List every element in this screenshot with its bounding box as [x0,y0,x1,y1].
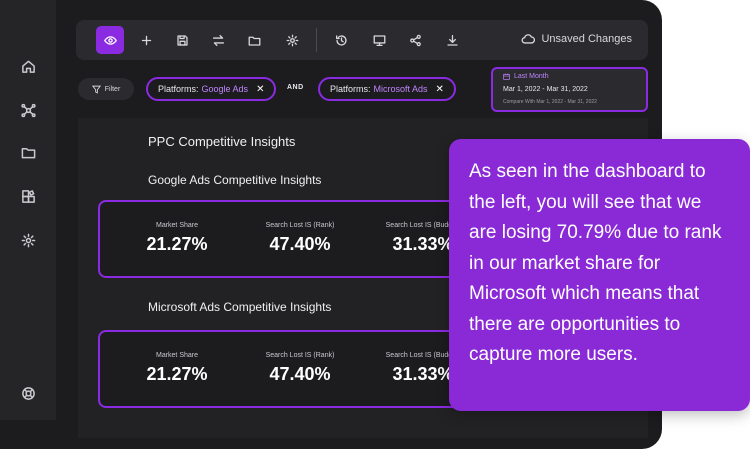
chip-value: Google Ads [201,84,249,94]
metric-lost-is-budget: Search Lost IS (Budget) 31.33% [368,222,478,255]
share-icon [409,34,421,46]
metric-label: Search Lost IS (Rank) [265,352,335,359]
present-icon [373,34,385,46]
folder-icon[interactable] [17,141,39,163]
filter-chip-microsoft-ads[interactable]: Platforms: Microsoft Ads ✕ [318,77,456,101]
preview-button[interactable] [96,26,124,54]
metric-value: 21.27% [146,234,208,254]
metric-label: Market Share [155,222,199,229]
funnel-icon [91,85,101,94]
cloud-icon [522,34,536,44]
home-icon[interactable] [17,55,39,77]
metric-value: 47.40% [269,364,331,384]
history-icon [335,34,347,46]
chip-key: Platforms: [330,84,371,94]
add-button[interactable] [132,26,160,54]
metric-lost-is-rank: Search Lost IS (Rank) 47.40% [245,352,355,385]
report-title: PPC Competitive Insights [148,134,296,149]
date-range-text: Mar 1, 2022 - Mar 31, 2022 [503,86,588,93]
unsaved-label: Unsaved Changes [541,33,632,45]
toolbar: Unsaved Changes [76,20,648,60]
metric-label: Search Lost IS (Rank) [265,222,335,229]
section-title-google: Google Ads Competitive Insights [148,173,322,187]
help-icon[interactable] [17,382,39,404]
download-icon [446,34,458,46]
sidebar [0,0,56,420]
section-title-microsoft: Microsoft Ads Competitive Insights [148,300,332,314]
filter-joiner: AND [287,84,304,91]
calendar-icon [503,73,510,80]
layers-icon[interactable] [17,185,39,207]
close-icon[interactable]: ✕ [435,83,444,95]
metric-market-share: Market Share 21.27% [122,352,232,385]
swap-icon [212,34,224,46]
swap-button[interactable] [204,26,232,54]
metric-lost-is-budget: Search Lost IS (Budget) 31.33% [368,352,478,385]
metric-value: 47.40% [269,234,331,254]
gear-icon [286,34,298,46]
plus-icon [141,35,151,45]
metric-lost-is-rank: Search Lost IS (Rank) 47.40% [245,222,355,255]
close-icon[interactable]: ✕ [256,83,265,95]
settings-icon[interactable] [17,229,39,251]
settings-button[interactable] [278,26,306,54]
chip-key: Platforms: [158,84,199,94]
date-compare-text: Compare With Mar 1, 2022 - Mar 31, 2022 [503,99,597,105]
download-button[interactable] [438,26,466,54]
history-button[interactable] [327,26,355,54]
open-folder-button[interactable] [240,26,268,54]
toolbar-divider [316,28,317,52]
date-range-picker[interactable]: Last Month Mar 1, 2022 - Mar 31, 2022 Co… [491,67,648,112]
chip-value: Microsoft Ads [373,84,428,94]
metric-label: Search Lost IS (Budget) [385,222,461,229]
metric-value: 31.33% [392,234,454,254]
filter-chip-google-ads[interactable]: Platforms: Google Ads ✕ [146,77,277,101]
present-button[interactable] [365,26,393,54]
date-preset: Last Month [503,73,636,80]
folder-icon [248,36,260,46]
metric-label: Market Share [155,352,199,359]
save-icon [176,34,188,46]
save-button[interactable] [168,26,196,54]
insight-callout: As seen in the dashboard to the left, yo… [449,139,750,411]
metric-label: Search Lost IS (Budget) [385,352,461,359]
unsaved-status: Unsaved Changes [521,32,632,46]
network-icon[interactable] [17,99,39,121]
share-button[interactable] [401,26,429,54]
metric-value: 31.33% [392,364,454,384]
metric-market-share: Market Share 21.27% [122,222,232,255]
filter-label: Filter [104,85,121,93]
filter-button[interactable]: Filter [78,78,134,100]
metric-value: 21.27% [146,364,208,384]
date-preset-label: Last Month [514,73,549,80]
eye-icon [103,35,117,45]
